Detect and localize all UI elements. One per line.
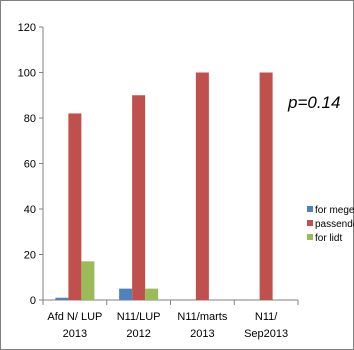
legend-label: passende bbox=[315, 219, 354, 230]
y-tick-label: 100 bbox=[18, 68, 36, 80]
bar-for-meget bbox=[55, 297, 69, 300]
legend-swatch bbox=[307, 206, 313, 212]
x-category-label: N11/LUP bbox=[117, 311, 161, 323]
y-tick-label: 80 bbox=[24, 113, 36, 125]
p-value-annotation: p=0.14 bbox=[287, 93, 340, 112]
bar-passende bbox=[259, 72, 273, 300]
bar-for-lidt bbox=[81, 261, 95, 300]
bar-for-meget bbox=[119, 288, 133, 300]
x-category-label: Sep2013 bbox=[244, 328, 288, 340]
y-tick-label: 120 bbox=[18, 22, 36, 34]
legend-swatch bbox=[307, 220, 313, 226]
legend-label: for lidt bbox=[315, 233, 342, 244]
bar-passende bbox=[195, 72, 209, 300]
y-tick-label: 0 bbox=[30, 295, 36, 307]
x-category-label: N11/marts bbox=[177, 311, 227, 323]
x-category-label: 2013 bbox=[63, 328, 87, 340]
legend-swatch bbox=[307, 234, 313, 240]
bar-passende bbox=[132, 95, 146, 300]
x-category-label: 2013 bbox=[190, 328, 214, 340]
x-category-label: N11/ bbox=[255, 311, 278, 323]
y-tick-label: 20 bbox=[24, 250, 36, 262]
bar-for-lidt bbox=[145, 288, 159, 300]
legend-label: for meget bbox=[315, 205, 354, 216]
x-category-label: 2012 bbox=[126, 328, 150, 340]
y-tick-label: 60 bbox=[24, 159, 36, 171]
x-category-label: Afd N/ LUP bbox=[47, 311, 102, 323]
bar-passende bbox=[68, 113, 82, 300]
y-tick-label: 40 bbox=[24, 204, 36, 216]
